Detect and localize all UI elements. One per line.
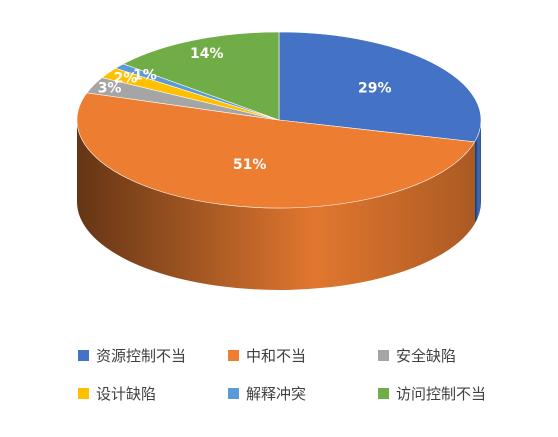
legend-label: 资源控制不当 [96, 346, 187, 365]
legend-label: 安全缺陷 [396, 346, 457, 365]
legend-item-security-flaw[interactable]: 安全缺陷 [378, 344, 518, 366]
slice-neutralization[interactable] [76, 92, 476, 209]
pie-chart: 29% 51% 3%2%1% 14% [76, 31, 482, 290]
data-label: 3% [98, 81, 122, 97]
legend-swatch [378, 349, 389, 361]
data-label: 1% [133, 68, 157, 84]
legend-label: 中和不当 [246, 346, 307, 365]
legend-label: 解释冲突 [246, 384, 307, 403]
data-label: 29% [358, 81, 392, 97]
legend-swatch [78, 387, 89, 399]
pie-side-walls [77, 120, 481, 290]
legend-item-neutralization[interactable]: 中和不当 [228, 344, 378, 366]
pie-top-faces [76, 31, 482, 209]
slice-resource-control-side [474, 120, 481, 224]
legend-item-resource-control[interactable]: 资源控制不当 [78, 344, 228, 366]
legend-swatch [228, 387, 239, 399]
slice-neutralization-side [77, 120, 475, 290]
data-label: 2% [114, 71, 138, 87]
slice-access-control[interactable] [122, 31, 280, 121]
data-labels: 29% 51% 3%2%1% 14% [98, 46, 392, 173]
legend-item-design-flaw[interactable]: 设计缺陷 [78, 382, 228, 404]
legend-label: 设计缺陷 [96, 384, 157, 403]
legend-item-access-control[interactable]: 访问控制不当 [378, 382, 518, 404]
legend-swatch [228, 349, 239, 361]
slice-resource-control[interactable] [278, 31, 482, 143]
legend-swatch [378, 387, 389, 399]
legend-label: 访问控制不当 [396, 384, 487, 403]
data-label: 14% [190, 46, 224, 62]
legend-swatch [78, 349, 89, 361]
data-label: 51% [233, 157, 267, 173]
legend-item-interpretation-conflict[interactable]: 解释冲突 [228, 382, 378, 404]
legend: 资源控制不当 中和不当 安全缺陷 设计缺陷 解释冲突 访问控制不当 [78, 344, 518, 404]
